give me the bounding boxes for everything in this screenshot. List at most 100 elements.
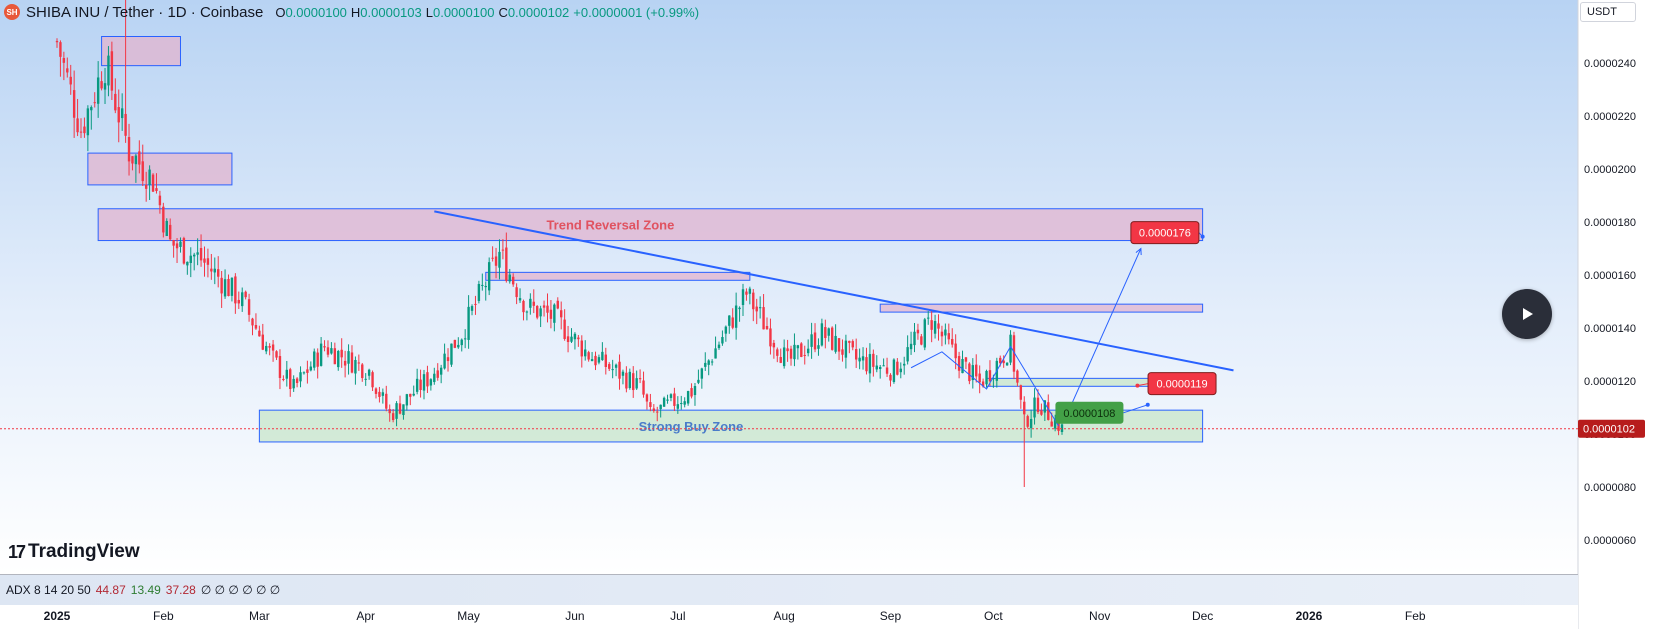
price-tick-label: 0.0000160 <box>1584 270 1636 282</box>
adx-value-2: 13.49 <box>130 583 161 597</box>
candle-body <box>385 393 388 409</box>
candle-body <box>717 344 721 349</box>
shib-logo-icon: SH <box>4 4 20 20</box>
candle-body <box>515 287 518 298</box>
candle-body <box>704 362 707 367</box>
candle-body <box>481 284 484 286</box>
candle-body <box>289 369 292 390</box>
candle-body <box>539 308 542 317</box>
candle-body <box>923 319 926 348</box>
supply-box <box>101 36 181 67</box>
replay-play-button[interactable] <box>1502 289 1552 339</box>
candle-body <box>275 351 278 358</box>
price-target-label: 0.0000176 <box>1139 228 1191 240</box>
time-tick-label: Feb <box>153 609 174 623</box>
indicator-pane[interactable] <box>0 574 1578 605</box>
candle-body <box>86 108 90 136</box>
candle-body <box>584 349 587 357</box>
strong-buy-zone-label: Strong Buy Zone <box>639 419 744 434</box>
candle-body <box>741 289 745 306</box>
target-connector-dot <box>1200 234 1205 239</box>
candle-body <box>395 403 398 419</box>
candle-body <box>66 68 69 73</box>
candle-body <box>179 241 182 247</box>
candle-body <box>834 335 837 352</box>
candle-body <box>738 307 741 310</box>
price-target-label: 0.0000119 <box>1156 379 1207 391</box>
symbol-title[interactable]: SHIBA INU / Tether · 1D · Coinbase <box>26 3 264 21</box>
candle-body <box>203 258 206 263</box>
candle-body <box>511 276 515 285</box>
candle-body <box>937 323 940 329</box>
candle-body <box>1036 397 1040 413</box>
candle-body <box>1057 417 1060 431</box>
candle-body <box>1019 385 1023 400</box>
candle-body <box>131 156 134 164</box>
candle-body <box>529 298 532 308</box>
candle-body <box>1005 362 1009 366</box>
candle-body <box>223 279 227 297</box>
candle-body <box>793 344 796 360</box>
tradingview-logo[interactable]: 17 TradingView <box>8 541 140 563</box>
candle-body <box>172 240 175 246</box>
strong-buy-zone <box>258 409 1204 443</box>
ohlc-open: O0.0000100 <box>275 4 347 20</box>
candle-body <box>244 291 247 298</box>
currency-selector[interactable]: USDT <box>1580 2 1636 22</box>
candle-body <box>625 372 628 389</box>
candle-body <box>271 344 275 351</box>
candle-body <box>381 392 385 396</box>
candle-body <box>491 257 494 259</box>
candle-body <box>573 333 577 340</box>
candle-body <box>971 365 975 381</box>
candle-body <box>306 369 309 373</box>
candle-body <box>954 343 957 359</box>
candle-body <box>903 363 906 366</box>
candle-body <box>724 326 728 334</box>
candle-body <box>824 327 827 339</box>
candle-body <box>930 320 933 330</box>
candle-body <box>964 357 968 362</box>
candle-body <box>556 300 559 309</box>
candle-body <box>1023 401 1026 415</box>
candle-body <box>707 360 710 365</box>
trend-reversal-zone-label: Trend Reversal Zone <box>546 218 674 233</box>
candle-body <box>463 338 467 340</box>
tradingview-logo-text: TradingView <box>28 541 140 562</box>
candle-body <box>882 365 885 367</box>
target-connector-dot <box>1135 383 1140 388</box>
candle-body <box>892 359 896 382</box>
candle-body <box>844 340 848 358</box>
candle-body <box>800 343 803 357</box>
candle-body <box>268 345 271 348</box>
candle-body <box>553 304 556 323</box>
candle-body <box>590 359 594 362</box>
candle-body <box>614 364 618 368</box>
price-tick-label: 0.0000060 <box>1584 535 1636 547</box>
time-tick-label: Jul <box>670 609 685 623</box>
candle-body <box>570 336 573 342</box>
candle-body <box>710 361 714 363</box>
candle-body <box>206 258 210 265</box>
candle-body <box>460 339 463 346</box>
price-tick-label: 0.0000180 <box>1584 217 1636 229</box>
candle-body <box>1016 370 1019 383</box>
candle-body <box>498 251 501 268</box>
candle-body <box>148 169 151 185</box>
candle-body <box>782 347 786 367</box>
candle-body <box>162 206 165 233</box>
price-tick-label: 0.0000220 <box>1584 111 1636 123</box>
candle-body <box>992 378 995 380</box>
candle-body <box>313 351 316 368</box>
candle-body <box>93 102 96 104</box>
candle-body <box>261 334 264 350</box>
candle-body <box>1026 416 1029 427</box>
adx-legend[interactable]: ADX 8 14 20 50 44.87 13.49 37.28 ∅ ∅ ∅ ∅… <box>6 583 280 597</box>
time-tick-label: 2026 <box>1296 609 1323 623</box>
candle-body <box>645 394 649 402</box>
time-tick-label: Dec <box>1192 609 1213 623</box>
candle-body <box>827 328 830 336</box>
candle-body <box>1012 335 1016 372</box>
